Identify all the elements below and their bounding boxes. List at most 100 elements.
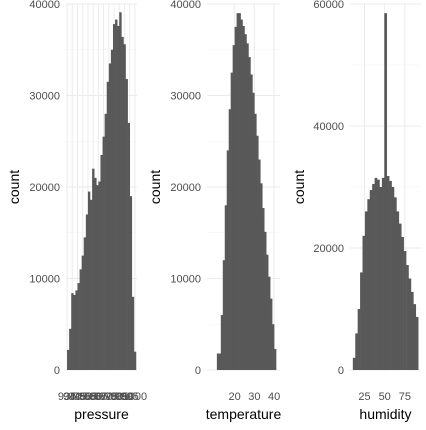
x-tick-label: 970 — [94, 391, 112, 403]
humidity-histogram-panel: 0 20000 40000 60000 25 50 75 humidity count — [291, 0, 421, 422]
histogram-bar — [270, 324, 275, 370]
histogram-bar — [360, 272, 363, 370]
y-axis-title: count — [291, 170, 307, 204]
histogram-bar — [92, 168, 95, 370]
histogram-bar — [408, 278, 412, 370]
y-tick-label: 40000 — [313, 121, 344, 133]
y-tick-label: 0 — [195, 365, 201, 377]
histogram-bar — [94, 177, 97, 370]
histogram-bar — [377, 179, 380, 370]
x-tick-label: 980 — [105, 391, 123, 403]
histogram-bar — [110, 49, 114, 370]
histogram-bar — [131, 296, 135, 370]
x-tick-label: 50 — [379, 391, 391, 403]
histogram-bar — [87, 191, 91, 370]
x-tick-label: 25 — [358, 391, 370, 403]
x-tick-label: 935 — [58, 391, 76, 403]
y-tick-label: 30000 — [170, 91, 201, 103]
histogram-bar — [389, 180, 392, 370]
histogram-bar — [83, 237, 87, 370]
histogram-bar — [119, 12, 122, 371]
histogram-bar — [372, 183, 375, 370]
y-tick-label: 40000 — [170, 0, 201, 11]
x-tick-label: 1000 — [123, 391, 147, 403]
histogram-bar — [81, 255, 85, 370]
x-tick-label: 975 — [100, 391, 118, 403]
pressure-histogram-panel: 0100002000030000400009359409459509559609… — [6, 0, 147, 422]
histogram-bar — [117, 25, 120, 371]
histogram-bar — [415, 316, 419, 370]
histogram-bar — [104, 113, 108, 371]
histogram-bar — [379, 187, 383, 370]
histogram-bar — [384, 13, 388, 371]
histogram-bar — [106, 81, 110, 371]
y-tick-label: 60000 — [313, 0, 344, 11]
y-tick-label: 10000 — [29, 274, 60, 286]
histogram-bar — [90, 199, 93, 370]
histogram-bar — [115, 19, 118, 371]
histogram-bar — [364, 211, 368, 370]
y-tick-label: 0 — [338, 365, 344, 377]
x-tick-label: 960 — [84, 391, 102, 403]
histogram-bar — [125, 79, 128, 370]
histogram-bar — [355, 333, 358, 370]
histogram-bar — [108, 63, 112, 370]
histogram-bar — [362, 235, 366, 370]
y-tick-label: 40000 — [29, 0, 60, 11]
x-tick-label: 30 — [248, 391, 260, 403]
x-axis-title: temperature — [206, 406, 282, 422]
x-tick-label: 990 — [115, 391, 133, 403]
histogram-bar — [398, 223, 402, 370]
histogram-bar — [85, 214, 89, 370]
temperature-histogram-panel: 0 10000 20000 30000 40000 20 30 40 temperature co… — [147, 0, 281, 422]
y-tick-label: 10000 — [170, 274, 201, 286]
histogram-bar — [112, 24, 116, 370]
histogram-bar — [369, 190, 373, 370]
x-tick-label: 965 — [89, 391, 107, 403]
histogram-bar — [123, 44, 126, 370]
histogram-bar — [272, 348, 277, 370]
histogram-bar — [406, 265, 409, 370]
histogram-bar — [401, 237, 404, 370]
histogram-bar — [73, 294, 76, 370]
y-tick-label: 20000 — [170, 182, 201, 194]
histogram-bar — [71, 293, 74, 370]
histogram-bar — [393, 197, 397, 370]
x-tick-label: 950 — [74, 391, 92, 403]
histogram-bar — [79, 269, 82, 370]
histogram-bar — [352, 357, 356, 370]
y-tick-label: 20000 — [29, 182, 60, 194]
y-tick-label: 20000 — [313, 243, 344, 255]
x-axis-title: pressure — [74, 406, 129, 422]
histogram-bar — [386, 176, 390, 370]
y-tick-label: 30000 — [29, 91, 60, 103]
x-tick-label: 985 — [110, 391, 128, 403]
histogram-bar — [374, 177, 378, 370]
histogram-bar — [67, 349, 70, 370]
y-axis-title: count — [147, 170, 163, 204]
histogram-bar — [413, 304, 417, 370]
x-tick-label: 945 — [68, 391, 86, 403]
histogram-bar — [391, 187, 395, 370]
histogram-bar — [216, 353, 222, 370]
histogram-bar — [367, 199, 371, 370]
histogram-bar — [403, 251, 407, 370]
histogram-bar — [96, 185, 99, 370]
histogram-bar — [121, 36, 124, 370]
y-tick-label: 0 — [54, 365, 60, 377]
histogram-bar — [102, 136, 105, 370]
histogram-bar — [100, 154, 103, 370]
histogram-bar — [396, 211, 400, 370]
x-axis-title: humidity — [359, 406, 411, 422]
histogram-bar — [410, 291, 414, 370]
x-tick-label: 20 — [228, 391, 240, 403]
histogram-bar — [69, 328, 72, 370]
histogram-bar — [77, 283, 80, 370]
histogram-bar — [357, 309, 361, 370]
histogram-bar — [98, 181, 101, 370]
x-tick-label: 955 — [79, 391, 97, 403]
histogram-bar — [381, 177, 385, 370]
x-tick-label: 940 — [63, 391, 81, 403]
histogram-bar — [127, 122, 130, 370]
